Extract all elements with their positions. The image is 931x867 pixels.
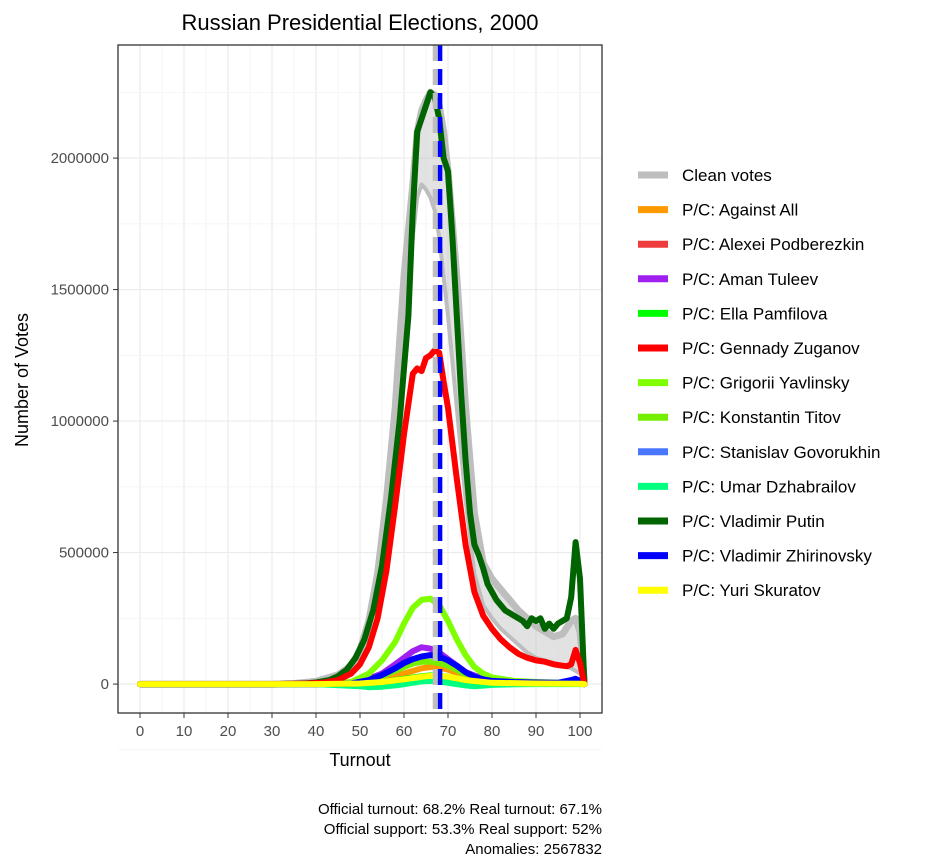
legend-item-clean-votes: Clean votes bbox=[638, 166, 772, 185]
x-tick-label: 50 bbox=[352, 723, 369, 740]
grid-lines bbox=[118, 45, 602, 751]
y-tick-label: 1000000 bbox=[51, 413, 109, 430]
legend-item-p-c-against-all: P/C: Against All bbox=[638, 201, 798, 220]
x-tick-label: 90 bbox=[528, 723, 545, 740]
chart-title: Russian Presidential Elections, 2000 bbox=[181, 10, 538, 35]
legend-item-p-c-gennady-zuganov: P/C: Gennady Zuganov bbox=[638, 339, 860, 358]
legend-label: P/C: Against All bbox=[682, 201, 798, 220]
y-tick-label: 500000 bbox=[59, 545, 109, 562]
legend-item-p-c-vladimir-putin: P/C: Vladimir Putin bbox=[638, 512, 825, 531]
x-tick-label: 40 bbox=[308, 723, 325, 740]
series-line-p-c-gennady-zuganov bbox=[137, 347, 588, 688]
legend-label: P/C: Konstantin Titov bbox=[682, 408, 841, 427]
legend-label: P/C: Stanislav Govorukhin bbox=[682, 443, 880, 462]
legend-item-p-c-ella-pamfilova: P/C: Ella Pamfilova bbox=[638, 304, 828, 323]
legend-label: P/C: Vladimir Zhirinovsky bbox=[682, 547, 872, 566]
y-tick-label: 2000000 bbox=[51, 150, 109, 167]
x-tick-label: 0 bbox=[136, 723, 144, 740]
x-tick-label: 60 bbox=[396, 723, 413, 740]
legend-item-p-c-stanislav-govorukhin: P/C: Stanislav Govorukhin bbox=[638, 443, 880, 462]
legend-label: P/C: Yuri Skuratov bbox=[682, 581, 821, 600]
legend-label: P/C: Grigorii Yavlinsky bbox=[682, 374, 850, 393]
legend-item-p-c-aman-tuleev: P/C: Aman Tuleev bbox=[638, 270, 819, 289]
y-axis-ticks: 0 500000 1000000 1500000 2000000 bbox=[51, 150, 118, 693]
legend-item-p-c-yuri-skuratov: P/C: Yuri Skuratov bbox=[638, 581, 821, 600]
x-tick-label: 80 bbox=[484, 723, 501, 740]
legend-label: P/C: Vladimir Putin bbox=[682, 512, 825, 531]
x-tick-label: 10 bbox=[176, 723, 193, 740]
legend-item-p-c-konstantin-titov: P/C: Konstantin Titov bbox=[638, 408, 841, 427]
legend-label: Clean votes bbox=[682, 166, 772, 185]
chart-captions: Official turnout: 68.2% Real turnout: 67… bbox=[318, 801, 602, 858]
caption-line-3: Anomalies: 2567832 bbox=[465, 841, 602, 858]
y-tick-label: 1500000 bbox=[51, 282, 109, 299]
y-axis-label: Number of Votes bbox=[12, 313, 32, 447]
caption-line-1: Official turnout: 68.2% Real turnout: 67… bbox=[318, 801, 602, 818]
legend-label: P/C: Aman Tuleev bbox=[682, 270, 819, 289]
caption-line-2: Official support: 53.3% Real support: 52… bbox=[324, 821, 602, 838]
legend-label: P/C: Umar Dzhabrailov bbox=[682, 477, 856, 496]
series-line-p-c-vladimir-putin bbox=[137, 89, 588, 688]
legend-label: P/C: Ella Pamfilova bbox=[682, 304, 828, 323]
legend-label: P/C: Gennady Zuganov bbox=[682, 339, 860, 358]
y-tick-label: 0 bbox=[101, 676, 109, 693]
legend: Clean votes P/C: Against All P/C: Alexei P… bbox=[638, 166, 880, 600]
x-tick-label: 100 bbox=[567, 723, 592, 740]
turnout-lines bbox=[432, 45, 443, 713]
legend-item-p-c-umar-dzhabrailov: P/C: Umar Dzhabrailov bbox=[638, 477, 856, 496]
legend-item-p-c-vladimir-zhirinovsky: P/C: Vladimir Zhirinovsky bbox=[638, 547, 872, 566]
x-axis-ticks: 0 10 20 30 40 50 60 70 80 90 100 bbox=[136, 713, 593, 740]
legend-item-p-c-grigorii-yavlinsky: P/C: Grigorii Yavlinsky bbox=[638, 374, 850, 393]
x-tick-label: 30 bbox=[264, 723, 281, 740]
legend-item-p-c-alexei-podberezkin: P/C: Alexei Podberezkin bbox=[638, 235, 864, 254]
x-tick-label: 70 bbox=[440, 723, 457, 740]
x-tick-label: 20 bbox=[220, 723, 237, 740]
x-axis-label: Turnout bbox=[329, 750, 390, 770]
legend-label: P/C: Alexei Podberezkin bbox=[682, 235, 864, 254]
